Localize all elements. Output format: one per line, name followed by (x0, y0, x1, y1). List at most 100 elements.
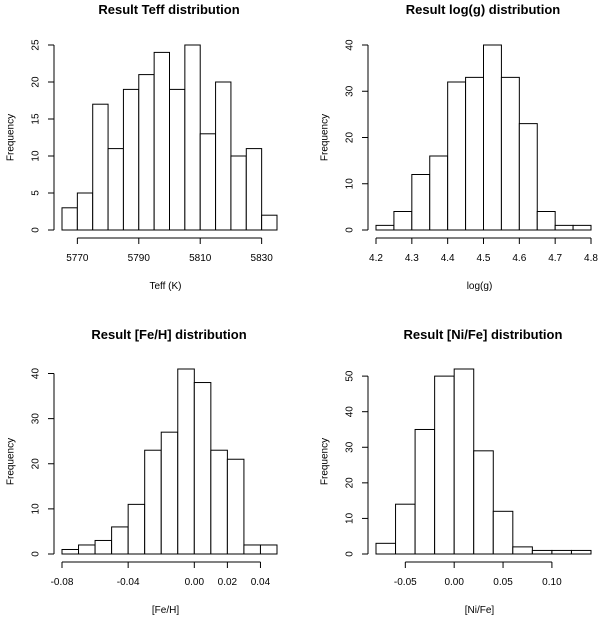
histogram-bar (127, 503, 146, 555)
x-tick-label: 4.3 (405, 253, 419, 264)
histogram-bar (453, 368, 475, 555)
x-tick-label: 0.02 (218, 577, 238, 588)
histogram-bar (107, 148, 124, 231)
histogram-bar (184, 44, 201, 231)
x-tick-label: -0.08 (51, 577, 74, 588)
histogram-bar (536, 211, 556, 231)
histogram-bar (572, 224, 592, 231)
y-tick-label: 0 (31, 227, 42, 233)
y-axis-label: Frequency (320, 438, 331, 485)
histogram-bar (215, 81, 232, 231)
histogram-bar (210, 449, 228, 555)
histogram-bar (245, 148, 263, 231)
chart-title: Result [Fe/H] distribution (91, 327, 246, 342)
histogram-bar (500, 76, 520, 231)
histogram-bar (122, 88, 140, 231)
y-tick-label: 10 (31, 503, 42, 515)
histogram-bar (551, 549, 572, 555)
histogram-bar (144, 449, 162, 555)
x-axis-label: [Ni/Fe] (465, 605, 495, 616)
x-tick-label: 0.00 (185, 577, 205, 588)
y-tick-label: 10 (345, 512, 356, 524)
y-tick-label: 30 (345, 441, 356, 453)
y-tick-label: 15 (31, 113, 42, 125)
y-tick-label: 0 (345, 227, 356, 233)
x-tick-label: 5830 (251, 253, 274, 264)
y-tick-label: 25 (31, 39, 42, 51)
histogram-bar (411, 174, 431, 231)
y-tick-label: 20 (31, 458, 42, 470)
x-tick-label: 4.8 (584, 253, 598, 264)
x-axis-label: log(g) (467, 281, 493, 292)
histogram-panel-1: 5770 5790 5810 5830 0 5 10 15 20 25 Result Teff di… (6, 2, 278, 292)
histogram-bar (414, 428, 436, 555)
chart-title: Result [Ni/Fe] distribution (404, 327, 563, 342)
histogram-bar (393, 211, 413, 231)
x-tick-label: 4.5 (477, 253, 491, 264)
x-axis-label: [Fe/H] (152, 605, 179, 616)
histogram-bar (554, 224, 574, 231)
histogram-bar (261, 214, 278, 231)
histogram-bar (177, 368, 195, 555)
histogram-bar (531, 549, 553, 555)
x-tick-label: 0.10 (542, 577, 562, 588)
histogram-bar (169, 88, 186, 231)
y-tick-label: 20 (31, 76, 42, 88)
histogram-bar (492, 510, 514, 555)
y-tick-label: 40 (31, 368, 42, 380)
x-axis-label: Teff (K) (149, 281, 181, 292)
x-tick-label: 4.2 (369, 253, 383, 264)
histogram-bar (259, 544, 278, 555)
y-axis-label: Frequency (320, 114, 331, 161)
histogram-bar (465, 76, 485, 231)
histogram-bar (483, 44, 502, 231)
x-tick-label: -0.04 (117, 577, 140, 588)
chart-title: Result Teff distribution (98, 2, 239, 17)
histogram-bar (111, 526, 129, 555)
y-tick-label: 20 (345, 477, 356, 489)
histogram-bar (153, 51, 170, 231)
y-axis-label: Frequency (6, 438, 17, 485)
histogram-bar (193, 382, 212, 555)
x-tick-label: 4.7 (548, 253, 562, 264)
histogram-bar (447, 81, 467, 231)
y-tick-label: 30 (345, 85, 356, 97)
histogram-bar (570, 549, 592, 555)
y-tick-label: 50 (345, 370, 356, 382)
histogram-bar (434, 375, 455, 555)
histogram-panel-2: 4.2 4.3 4.4 4.5 4.6 4.7 4.8 0 10 20 30 40 Result log… (320, 2, 599, 292)
histogram-bar (429, 155, 449, 231)
histogram-bar (473, 450, 494, 555)
histogram-bar (61, 207, 78, 231)
chart-title: Result log(g) distribution (406, 2, 561, 17)
y-tick-label: 40 (345, 406, 356, 418)
histogram-bar (375, 542, 397, 555)
y-axis-label: Frequency (6, 114, 17, 161)
histogram-bar (138, 74, 155, 231)
x-tick-label: -0.05 (394, 577, 417, 588)
y-tick-label: 5 (31, 190, 42, 196)
histogram-bar (375, 224, 395, 231)
y-tick-label: 20 (345, 132, 356, 144)
x-tick-label: 0.00 (444, 577, 464, 588)
histogram-bar (199, 133, 217, 231)
y-tick-label: 10 (345, 178, 356, 190)
histogram-bar (61, 548, 80, 555)
y-tick-label: 0 (345, 551, 356, 557)
x-tick-label: 4.6 (512, 253, 526, 264)
histogram-bar (92, 103, 109, 231)
histogram-bar (226, 458, 245, 555)
y-tick-label: 0 (31, 551, 42, 557)
histogram-bar (395, 503, 416, 555)
x-tick-label: 5790 (128, 253, 151, 264)
histogram-bar (160, 431, 179, 555)
x-tick-label: 0.05 (493, 577, 513, 588)
histogram-bar (76, 192, 94, 231)
histogram-panel-3: -0.08 -0.04 0.00 0.02 0.04 0 10 20 30 40 Result [F… (6, 327, 278, 616)
histogram-panel-4: -0.05 0.00 0.05 0.10 0 10 20 30 40 50 Result [Ni/F… (320, 327, 592, 616)
y-tick-label: 10 (31, 150, 42, 162)
x-tick-label: 5810 (189, 253, 212, 264)
histogram-bar (230, 155, 247, 231)
histogram-bar (243, 544, 261, 555)
